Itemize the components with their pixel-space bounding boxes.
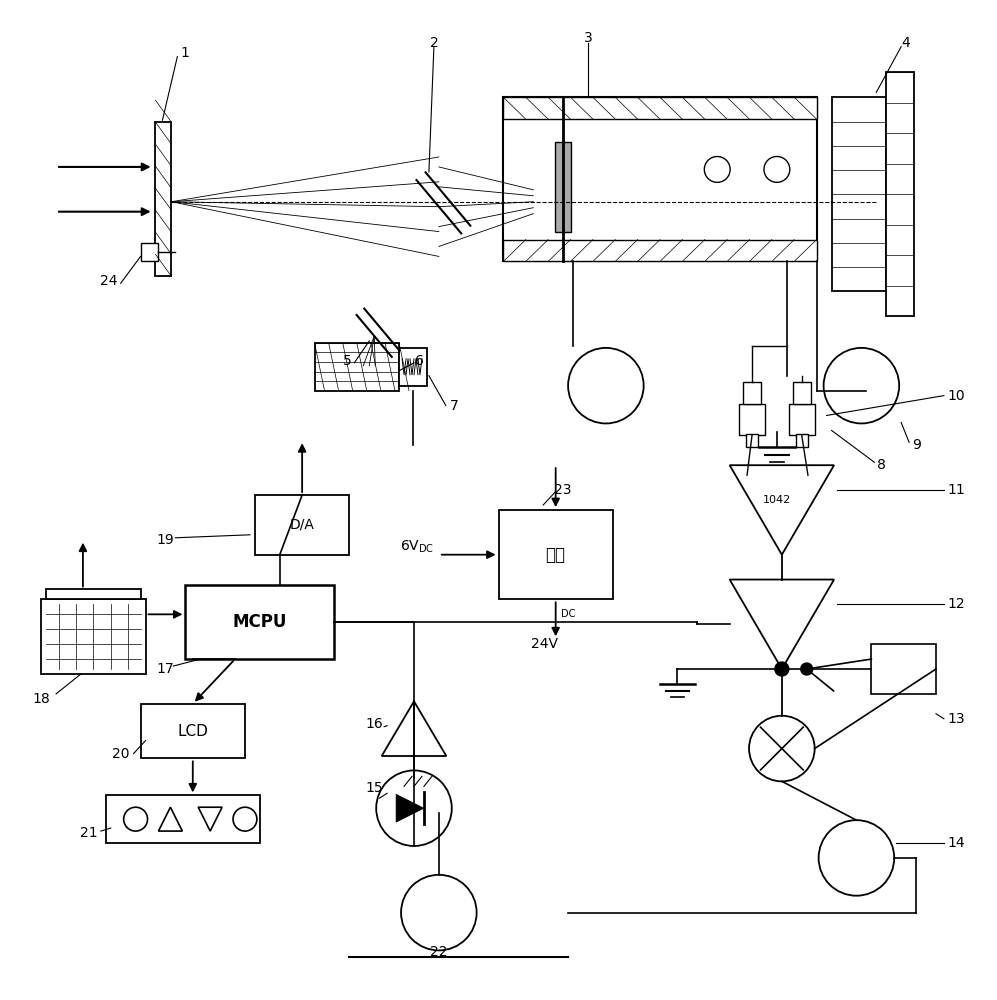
Text: 21: 21 [80, 826, 98, 840]
Text: 15: 15 [366, 781, 383, 795]
Bar [793, 382, 811, 404]
Bar [156, 122, 171, 276]
Text: 18: 18 [32, 692, 50, 706]
Text: 12: 12 [947, 597, 965, 611]
Text: 11: 11 [947, 483, 965, 497]
Text: 16: 16 [365, 717, 383, 731]
Text: 9: 9 [911, 438, 920, 452]
Bar [886, 72, 914, 316]
Bar [789, 404, 815, 435]
Bar [503, 97, 817, 119]
Bar [555, 142, 571, 232]
Text: $\mathregular{6V_{DC}}$: $\mathregular{6V_{DC}}$ [400, 539, 434, 555]
Text: 24: 24 [100, 274, 118, 288]
Text: 22: 22 [430, 945, 448, 959]
Text: 5: 5 [343, 354, 352, 368]
Text: 19: 19 [157, 533, 174, 547]
Text: 8: 8 [876, 458, 885, 472]
Bar [185, 585, 334, 659]
Text: 4: 4 [901, 36, 910, 50]
Bar [46, 589, 141, 599]
Bar [743, 382, 761, 404]
Circle shape [775, 662, 789, 676]
Bar [255, 495, 349, 555]
Text: MCPU: MCPU [232, 613, 287, 631]
Text: DC: DC [560, 609, 575, 619]
Text: 10: 10 [947, 389, 965, 403]
Bar [41, 599, 146, 674]
Text: 1042: 1042 [763, 495, 791, 505]
Bar [796, 434, 808, 447]
Text: LCD: LCD [177, 724, 208, 739]
Polygon shape [396, 794, 424, 822]
Text: 7: 7 [450, 399, 459, 413]
Text: 3: 3 [583, 31, 592, 45]
Text: 6: 6 [415, 354, 424, 368]
Bar [141, 243, 159, 261]
Bar [503, 97, 817, 261]
Text: 23: 23 [554, 483, 572, 497]
Text: D/A: D/A [290, 518, 315, 532]
Bar [871, 644, 936, 694]
Bar [739, 404, 765, 435]
Circle shape [801, 663, 813, 675]
Bar [498, 510, 613, 599]
Bar [399, 348, 427, 386]
Text: 1: 1 [180, 46, 189, 60]
Text: 20: 20 [112, 747, 130, 761]
Bar [141, 704, 245, 758]
Text: 电源: 电源 [545, 546, 565, 564]
Text: 14: 14 [947, 836, 965, 850]
Bar [831, 97, 886, 291]
Text: 24V: 24V [530, 637, 557, 651]
Bar [746, 434, 758, 447]
Bar [503, 240, 817, 261]
Text: 13: 13 [947, 712, 965, 726]
Bar [106, 795, 260, 843]
Text: 17: 17 [157, 662, 174, 676]
Bar [315, 343, 399, 391]
Text: 2: 2 [430, 36, 439, 50]
